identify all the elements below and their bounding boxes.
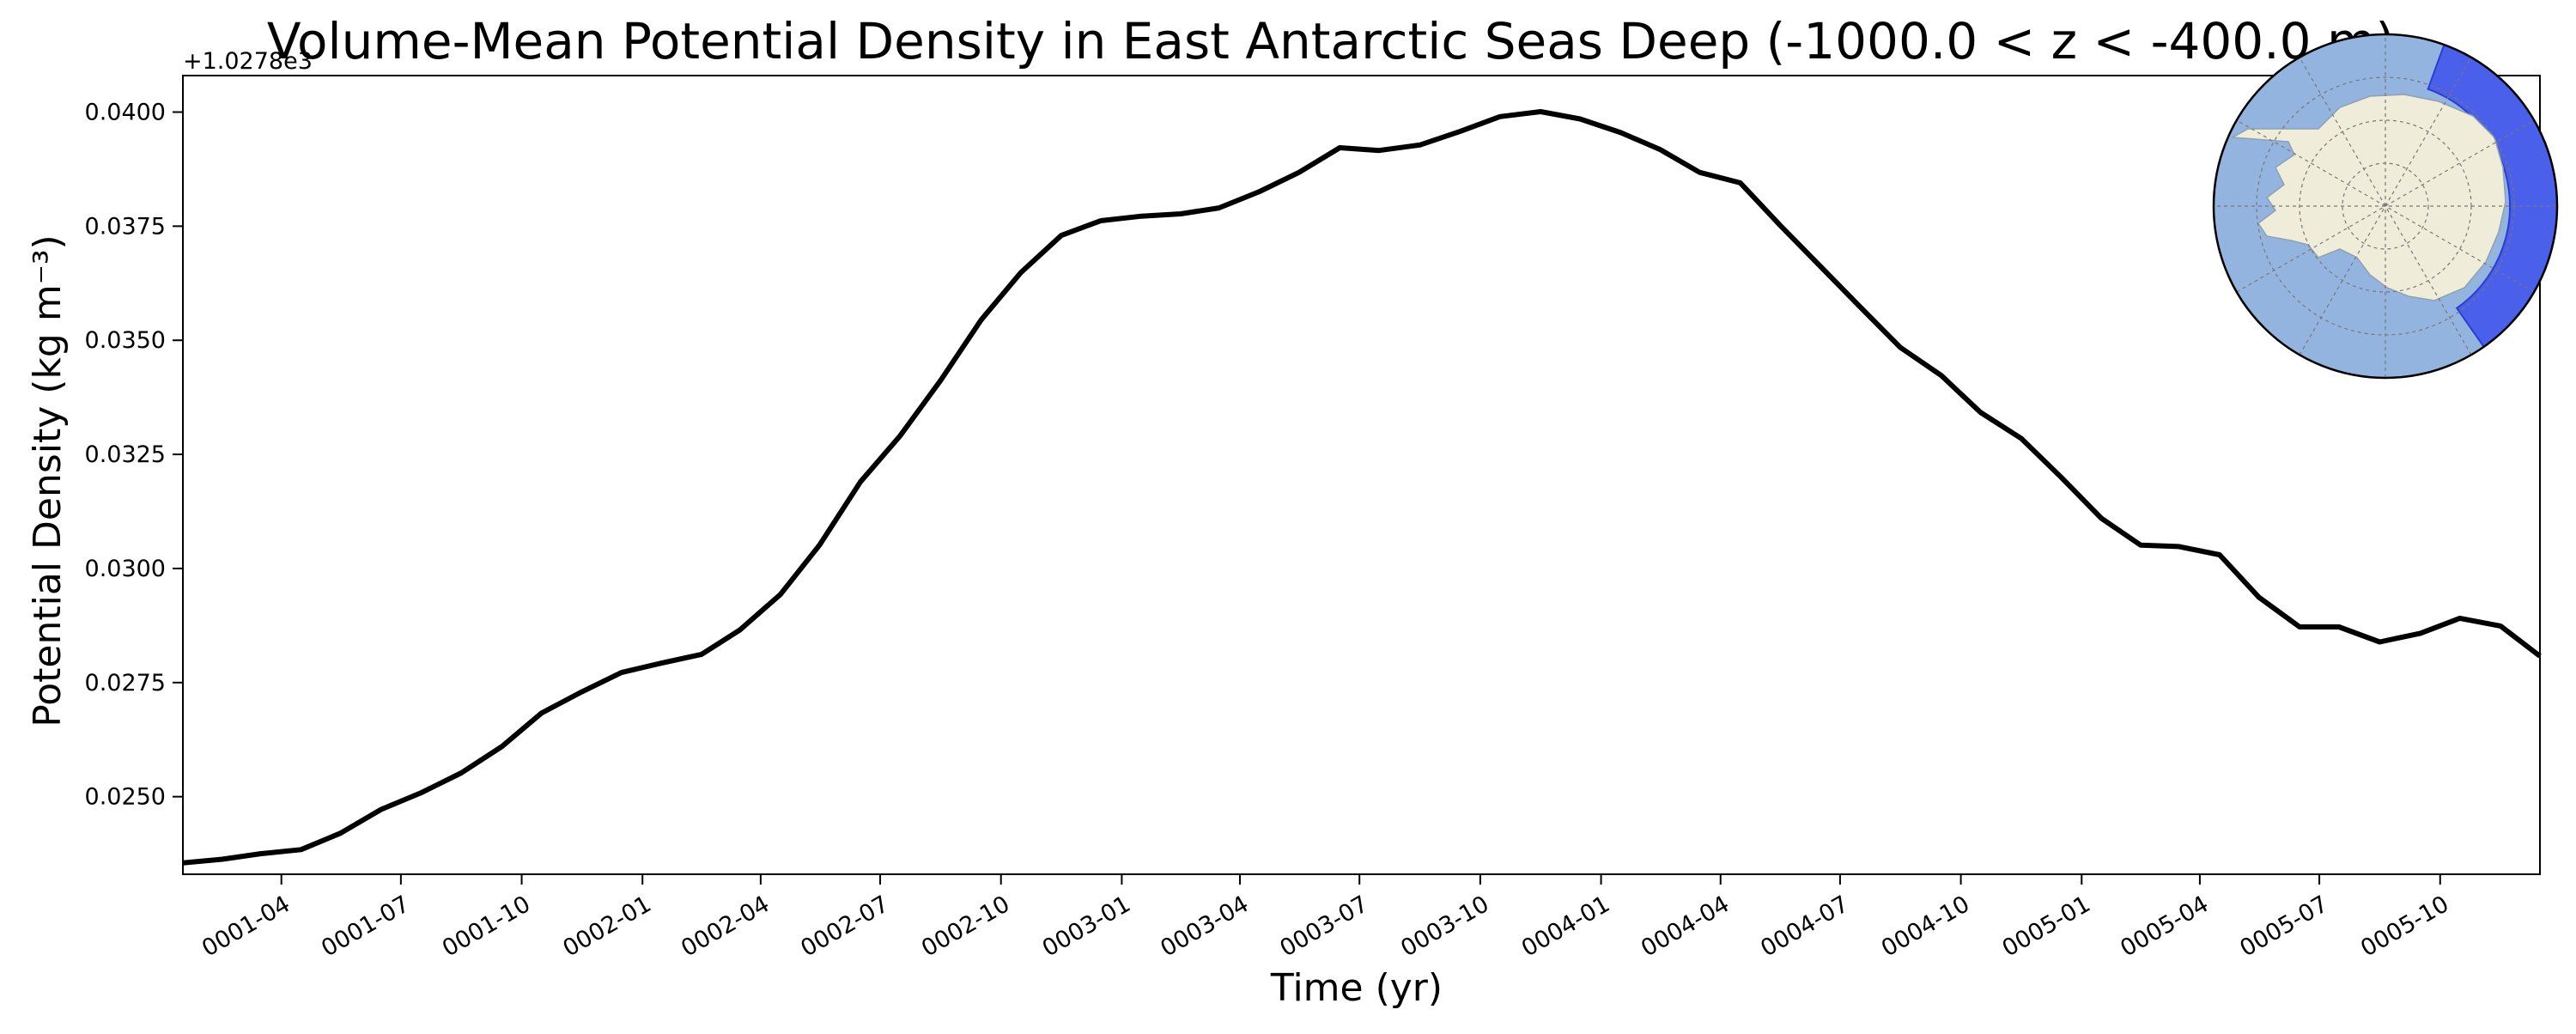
y-tick-label: 0.0250: [85, 784, 166, 811]
x-tick-label: 0005-10: [2356, 891, 2453, 962]
y-tick-label: 0.0400: [85, 100, 166, 126]
x-tick-label: 0005-07: [2235, 891, 2332, 962]
y-axis: 0.0250 0.0275 0.0300 0.0325 0.0350 0.0375 0.04…: [85, 100, 183, 811]
y-tick-label: 0.0325: [85, 441, 166, 468]
x-tick-label: 0004-04: [1637, 891, 1734, 962]
x-tick-label: 0005-04: [2116, 891, 2213, 962]
x-tick-label: 0002-04: [677, 891, 774, 962]
x-tick-label: 0004-10: [1877, 891, 1974, 962]
x-tick-label: 0001-07: [317, 891, 414, 962]
map-antarctica: [2230, 94, 2506, 301]
plot-frame: [182, 75, 2541, 875]
x-axis: 0001-04 0001-07 0001-10 0002-01 0002-04 0002-…: [197, 874, 2453, 962]
x-tick-label: 0004-07: [1756, 891, 1853, 962]
y-tick-label: 0.0300: [85, 556, 166, 582]
chart-title: Volume-Mean Potential Density in East An…: [267, 12, 2395, 70]
x-tick-label: 0001-04: [197, 891, 295, 962]
series-line-0: [182, 109, 2542, 866]
x-tick-label: 0003-07: [1276, 891, 1373, 962]
x-tick-label: 0003-01: [1038, 891, 1135, 962]
map-meridian: [2236, 119, 2535, 293]
y-axis-label: Potential Density (kg m⁻³): [26, 234, 70, 727]
x-tick-label: 0001-10: [438, 891, 535, 962]
x-tick-label: 0003-04: [1156, 891, 1253, 962]
y-axis-offset-label: +1.0278e3: [183, 48, 313, 75]
x-tick-label: 0003-10: [1396, 891, 1493, 962]
x-tick-label: 0005-01: [1998, 891, 2095, 962]
x-tick-label: 0002-10: [917, 891, 1014, 962]
inset-region-map: [2212, 33, 2559, 380]
plot-area: [182, 75, 2542, 875]
x-tick-label: 0002-07: [796, 891, 893, 962]
x-tick-label: 0002-01: [559, 891, 656, 962]
x-axis-label: Time (yr): [1270, 966, 1443, 1010]
map-border: [2212, 33, 2559, 380]
x-tick-label: 0004-01: [1517, 891, 1614, 962]
y-tick-label: 0.0275: [85, 670, 166, 696]
y-tick-label: 0.0375: [85, 213, 166, 240]
y-tick-label: 0.0350: [85, 327, 166, 354]
